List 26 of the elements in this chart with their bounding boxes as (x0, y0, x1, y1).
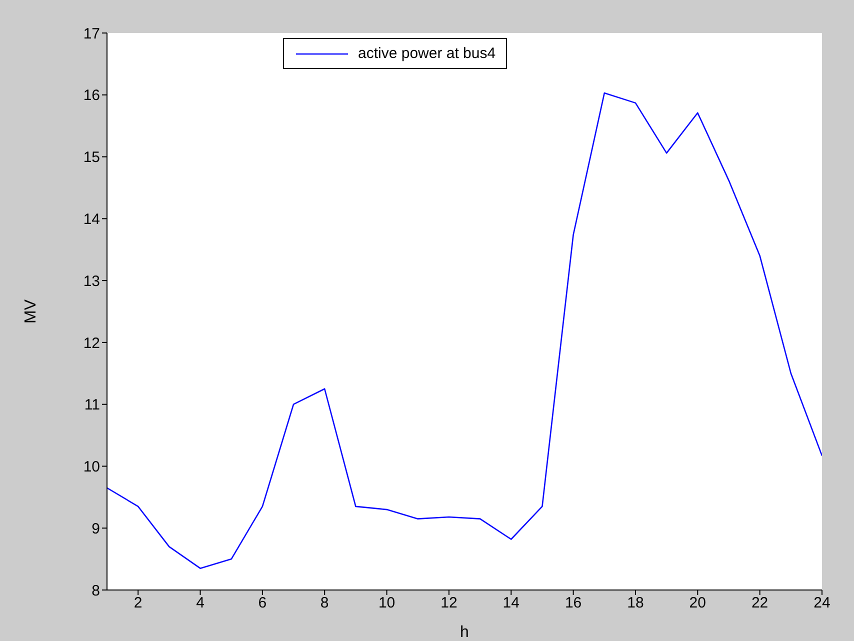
line-series (107, 92, 822, 569)
y-tick-label: 11 (84, 396, 100, 414)
y-tick-label: 17 (83, 25, 100, 42)
y-tick-label: 8 (92, 582, 100, 600)
legend-label: active power at bus4 (358, 45, 496, 62)
x-axis-title: h (460, 624, 469, 641)
y-tick-label: 16 (83, 87, 100, 104)
x-tick-label: 16 (564, 594, 582, 612)
y-tick-label: 9 (92, 520, 100, 538)
y-tick-label: 10 (83, 458, 100, 476)
x-tick-label: 2 (134, 594, 142, 612)
x-tick-label: 8 (320, 594, 329, 612)
y-tick-label: 14 (83, 210, 100, 228)
y-tick-label: 12 (83, 334, 100, 352)
x-tick-label: 14 (502, 594, 520, 612)
x-tick-label: 4 (196, 594, 204, 612)
x-tick-label: 22 (751, 594, 768, 612)
x-tick-label: 18 (627, 594, 644, 612)
x-tick-label: 20 (689, 594, 706, 612)
y-tick-label: 15 (83, 149, 100, 166)
y-axis-title: MV (22, 299, 40, 324)
y-tick-label: 13 (83, 272, 100, 290)
x-tick-label: 24 (814, 594, 830, 612)
x-tick-label: 6 (258, 594, 267, 612)
x-tick-label: 12 (440, 594, 458, 612)
x-tick-label: 10 (378, 594, 396, 612)
